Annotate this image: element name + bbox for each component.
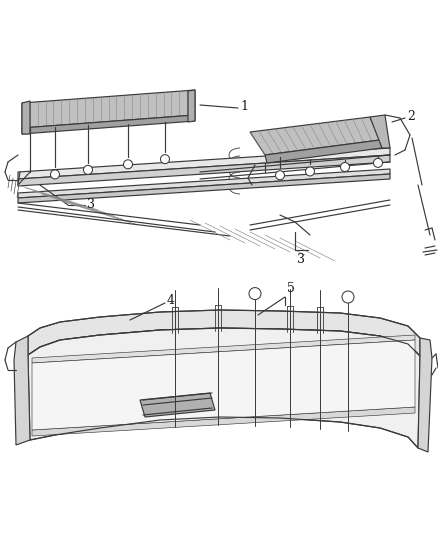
Circle shape [160, 155, 170, 164]
Polygon shape [32, 335, 415, 363]
Text: 3: 3 [87, 198, 95, 212]
Circle shape [84, 165, 92, 174]
Polygon shape [22, 101, 30, 134]
Polygon shape [22, 90, 195, 128]
Polygon shape [265, 140, 382, 163]
Circle shape [342, 291, 354, 303]
Circle shape [124, 160, 133, 169]
Polygon shape [250, 117, 380, 155]
Text: 5: 5 [287, 282, 295, 295]
Polygon shape [18, 148, 390, 179]
Polygon shape [14, 336, 30, 445]
Polygon shape [418, 338, 432, 452]
Polygon shape [18, 174, 390, 203]
Text: 4: 4 [167, 295, 175, 308]
Polygon shape [28, 310, 420, 356]
Polygon shape [32, 340, 415, 430]
Polygon shape [28, 328, 420, 448]
Polygon shape [370, 115, 390, 148]
Polygon shape [32, 407, 415, 436]
Text: 2: 2 [407, 110, 415, 124]
Polygon shape [18, 169, 390, 198]
Circle shape [340, 163, 350, 172]
Polygon shape [22, 115, 195, 134]
Circle shape [50, 170, 60, 179]
Circle shape [374, 158, 382, 167]
Text: 1: 1 [240, 101, 248, 114]
Text: 3: 3 [297, 253, 305, 266]
Circle shape [276, 171, 285, 180]
Polygon shape [140, 393, 215, 417]
Circle shape [305, 167, 314, 176]
Polygon shape [188, 90, 195, 122]
Circle shape [249, 288, 261, 300]
Polygon shape [18, 155, 390, 186]
